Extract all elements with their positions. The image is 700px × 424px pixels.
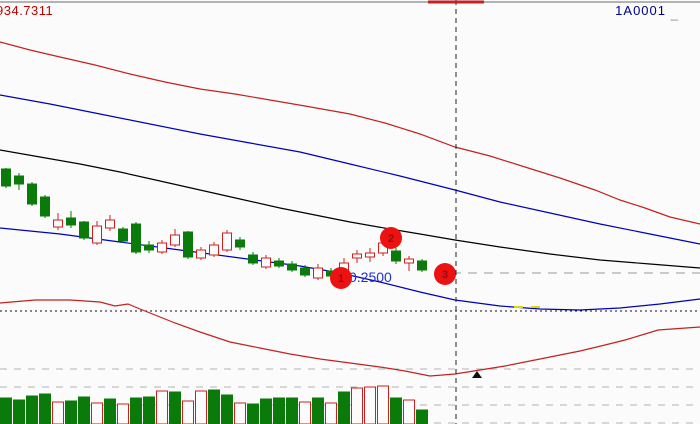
volume-bar-down xyxy=(142,396,156,424)
volume-bar-down xyxy=(77,396,91,424)
volume-bar-up xyxy=(402,399,416,424)
candle-body-down xyxy=(117,228,129,242)
candle-body-down xyxy=(13,175,25,185)
candle-body-down xyxy=(26,183,38,205)
candle-body-up xyxy=(403,258,415,264)
candle-body-down xyxy=(234,239,246,248)
signal-marker-dot-1 xyxy=(330,267,352,289)
volume-bar-down xyxy=(337,391,351,424)
candle-body-down xyxy=(78,221,90,239)
volume-bar-up xyxy=(51,401,65,424)
signal-marker-number-1: 1 xyxy=(338,273,344,285)
band-curve-middle-black xyxy=(0,149,700,269)
volume-bar-up xyxy=(90,402,104,424)
volume-bar-up xyxy=(324,402,338,424)
volume-bar-down xyxy=(0,397,13,424)
volume-bar-up xyxy=(350,387,364,424)
volume-bar-up xyxy=(376,385,390,424)
candle-body-up xyxy=(169,234,181,246)
candle-body-down xyxy=(182,231,194,258)
volume-bar-down xyxy=(285,397,299,424)
candle-body-up xyxy=(364,252,376,258)
index-price-value: 934.7311 xyxy=(0,3,54,18)
volume-bar-down xyxy=(25,395,39,424)
candle-body-up xyxy=(312,267,324,279)
price-annotation-label: 0.2500 xyxy=(349,269,392,285)
candle-body-up xyxy=(351,253,363,259)
volume-bar-up xyxy=(155,390,169,424)
candle-body-down xyxy=(130,223,142,253)
candle-body-down xyxy=(65,217,77,226)
signal-marker-dot-3 xyxy=(434,263,456,285)
volume-bar-down xyxy=(129,397,143,424)
volume-bar-up xyxy=(363,386,377,424)
candle-body-up xyxy=(52,219,64,228)
volume-bar-down xyxy=(220,394,234,424)
candle-body-down xyxy=(390,250,402,262)
volume-bar-down xyxy=(311,397,325,424)
volume-bar-down xyxy=(389,397,403,424)
candle-body-up xyxy=(91,225,103,244)
volume-bar-down xyxy=(272,397,286,424)
signal-marker-number-3: 3 xyxy=(442,269,448,281)
volume-bar-down xyxy=(64,400,78,424)
candle-body-up xyxy=(104,219,116,229)
volume-bar-down xyxy=(38,393,52,424)
volume-bar-down xyxy=(207,389,221,424)
candle-body-down xyxy=(286,263,298,271)
candle-body-down xyxy=(0,168,12,187)
volume-bar-up xyxy=(181,400,195,424)
signal-marker-dot-2 xyxy=(380,227,402,249)
candle-body-down xyxy=(39,196,51,217)
volume-bar-up xyxy=(194,390,208,424)
volume-bar-down xyxy=(415,409,429,424)
signal-marker-number-2: 2 xyxy=(388,233,394,245)
text-cursor: _ xyxy=(670,6,678,21)
candle-body-up xyxy=(221,232,233,251)
volume-bar-down xyxy=(259,398,273,424)
symbol-code[interactable]: 1A0001 xyxy=(615,3,666,18)
candle-body-down xyxy=(299,267,311,276)
volume-bar-up xyxy=(233,402,247,424)
band-curve-upper-blue xyxy=(0,94,700,245)
candle-body-down xyxy=(416,260,428,271)
candle-body-down xyxy=(143,244,155,251)
band-curve-upper-red xyxy=(0,41,700,225)
candle-body-down xyxy=(247,254,259,264)
candle-body-up xyxy=(156,242,168,253)
candle-body-down xyxy=(273,260,285,267)
candle-body-up xyxy=(195,249,207,259)
candle-body-up xyxy=(208,244,220,256)
volume-bar-down xyxy=(12,399,26,424)
volume-bar-down xyxy=(168,391,182,424)
volume-bar-down xyxy=(103,398,117,424)
band-curve-lower-red xyxy=(0,299,700,377)
volume-bar-down xyxy=(246,403,260,424)
triangle-marker-icon xyxy=(472,371,482,378)
volume-bar-up xyxy=(298,401,312,424)
candle-body-up xyxy=(260,257,272,268)
volume-bar-up xyxy=(116,403,130,424)
